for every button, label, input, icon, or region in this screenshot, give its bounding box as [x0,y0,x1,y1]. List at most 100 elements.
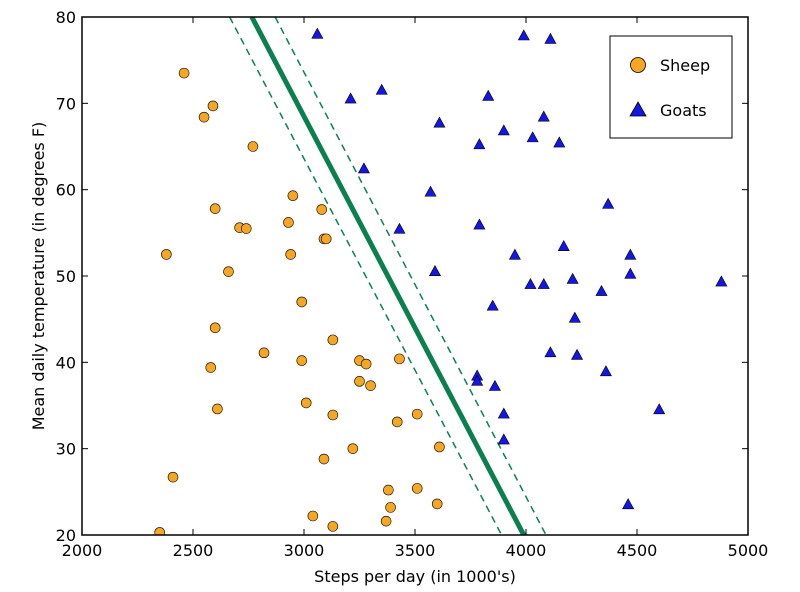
goats-point [393,222,406,234]
goats-point [486,299,499,311]
sheep-point [287,190,299,202]
sheep-point [300,397,312,409]
sheep-point [394,353,405,365]
sheep-point [209,322,221,334]
goats-point [473,218,486,230]
y-tick-label: 60 [56,181,76,200]
goats-point [571,348,584,360]
goats-point [599,365,612,377]
sheep-point [307,510,319,522]
x-tick-label: 4500 [617,541,658,560]
goats-point [568,311,581,323]
y-axis-label: Mean daily temperature (in degrees F) [29,122,48,431]
sheep-point [411,483,423,494]
goats-point [526,131,539,143]
y-tick-label: 50 [56,267,76,286]
x-tick-label: 5000 [728,541,769,560]
legend-sheep-marker [630,57,646,73]
axis-ticks: 2000 2500 3000 3500 4000 4500 5000 20 30 40 50 60 70… [56,8,769,560]
sheep-point [240,223,252,234]
x-tick-label: 2500 [173,541,214,560]
sheep-point [212,403,223,415]
x-tick-label: 2000 [62,541,103,560]
goats-point [524,278,537,289]
goats-point [497,124,510,136]
sheep-point [318,453,330,465]
sheep-point [354,376,365,387]
y-tick-label: 30 [56,440,76,459]
goats-point [544,32,557,44]
x-tick-label: 3500 [395,541,436,560]
goats-point [544,346,557,358]
sheep-point [327,409,339,421]
decision-boundary-line [249,17,526,535]
legend-goats-marker [629,101,647,117]
boundary-lines [228,17,547,535]
goats-point [471,374,484,386]
legend-sheep-label: Sheep [660,56,710,75]
goats-point [624,267,637,279]
goats-point [497,407,510,419]
goats-point [433,116,446,128]
data-points [154,27,728,535]
goats-point [537,110,550,122]
sheep-point [385,502,396,513]
goats-point [537,278,550,289]
sheep-point [161,249,172,260]
y-tick-label: 70 [56,94,76,113]
goats-point [602,197,615,209]
goats-point [557,240,570,251]
sheep-point [327,334,339,346]
x-axis-label: Steps per day (in 1000's) [314,567,516,586]
sheep-point [247,141,259,152]
y-tick-label: 40 [56,353,76,372]
sheep-point [296,296,308,308]
goats-point [715,275,728,287]
sheep-point [383,484,394,496]
goats-point [424,185,437,197]
y-tick-label: 20 [56,526,76,545]
goats-point [566,272,579,284]
goats-point [344,92,357,104]
sheep-point [327,521,339,532]
sheep-point [360,358,372,370]
sheep-point [434,441,445,453]
goats-point [517,29,530,41]
sheep-point [285,249,296,260]
sheep-point [320,233,332,245]
goats-point [553,136,566,148]
goats-point [497,433,510,445]
goats-point [375,83,388,95]
sheep-point [411,408,423,420]
x-tick-label: 4000 [506,541,547,560]
goats-point [473,138,486,150]
goats-point [357,162,370,174]
sheep-point [207,100,219,112]
sheep-point [209,203,221,214]
goats-point [311,27,324,39]
sheep-point [283,217,294,228]
margin-line-1 [228,17,503,535]
sheep-point [431,498,443,510]
legend: Sheep Goats [609,35,733,139]
goats-point [488,379,501,391]
goats-point [428,265,441,276]
x-tick-label: 3000 [284,541,325,560]
goats-point [622,498,635,510]
sheep-point [198,111,210,123]
sheep-point [347,443,359,454]
goats-point [653,403,666,415]
sheep-point [154,527,165,535]
sheep-point [365,380,376,391]
sheep-point [296,355,308,366]
sheep-point [380,515,392,527]
y-tick-label: 80 [56,8,76,27]
legend-goats-label: Goats [660,101,707,120]
margin-line-2 [274,17,547,535]
sheep-point [205,362,217,373]
sheep-point [178,67,190,79]
goats-point [508,248,521,260]
goats-point [595,284,608,296]
sheep-point [167,471,179,483]
